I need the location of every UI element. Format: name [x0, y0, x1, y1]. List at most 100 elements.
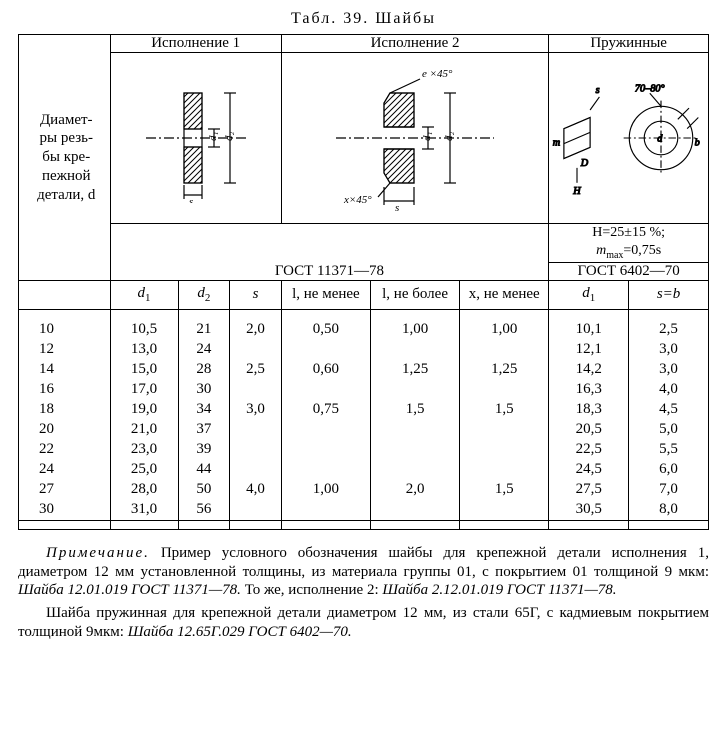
svg-text:H: H — [573, 186, 582, 197]
table-cell: 13,0 — [110, 340, 178, 360]
sp0 — [19, 309, 111, 320]
table-cell — [230, 340, 282, 360]
sp-bot-1 — [110, 520, 178, 529]
svg-text:b: b — [695, 137, 700, 148]
svg-text:s: s — [395, 202, 399, 213]
sp-bot-6 — [460, 520, 549, 529]
table-cell: 25,0 — [110, 460, 178, 480]
sp4 — [281, 309, 370, 320]
table-cell — [281, 460, 370, 480]
table-cell: 21,0 — [110, 420, 178, 440]
col-d2-sub: 2 — [205, 292, 211, 304]
spacer-row — [19, 309, 709, 320]
col-s-text: s — [253, 286, 259, 302]
table-cell: 3,0 — [230, 400, 282, 420]
sp7 — [549, 309, 629, 320]
svg-text:70–80°: 70–80° — [635, 83, 665, 94]
table-cell: 27 — [19, 480, 111, 500]
sp-bot-2 — [178, 520, 230, 529]
table-cell: 10,5 — [110, 320, 178, 340]
col-d2-d: d — [197, 285, 205, 301]
footnotes: Примечание. Пример условного обозначения… — [18, 544, 709, 642]
table-cell: 1,25 — [370, 360, 459, 380]
table-cell: 28,0 — [110, 480, 178, 500]
washers-table: Диамет- ры резь- бы кре- пежной детали, … — [18, 34, 709, 530]
table-row: 3031,05630,58,0 — [19, 500, 709, 521]
table-cell: 2,0 — [230, 320, 282, 340]
svg-text:x×45°: x×45° — [343, 194, 372, 206]
table-cell: 6,0 — [629, 460, 709, 480]
table-cell: 24 — [178, 340, 230, 360]
table-cell — [230, 460, 282, 480]
table-cell — [370, 500, 459, 521]
col-exec2: Исполнение 2 — [281, 35, 549, 53]
table-cell: 3,0 — [629, 360, 709, 380]
table-cell: 20 — [19, 420, 111, 440]
table-cell: 16 — [19, 380, 111, 400]
sp2 — [178, 309, 230, 320]
table-cell — [370, 440, 459, 460]
table-row: 2425,04424,56,0 — [19, 460, 709, 480]
table-cell — [230, 500, 282, 521]
table-cell: 15,0 — [110, 360, 178, 380]
foot1-ital-b: Шайба 2.12.01.019 ГОСТ 11371—78. — [382, 582, 616, 598]
col-lmin: l, не менее — [281, 280, 370, 309]
sp-bot-3 — [230, 520, 282, 529]
hnote2-suffix: =0,75s — [623, 243, 661, 258]
footnote-2: Шайба пружинная для крепежной детали диа… — [18, 604, 709, 642]
col-lmax-text: l, не более — [382, 286, 448, 302]
table-cell — [230, 380, 282, 400]
table-cell: 4,0 — [629, 380, 709, 400]
foot2-body: Шайба пружинная для крепежной детали диа… — [18, 605, 709, 640]
table-row: 1617,030 16,34,0 — [19, 380, 709, 400]
col-sd1: d1 — [549, 280, 629, 309]
table-cell: 2,0 — [370, 480, 459, 500]
foot2-ital: Шайба 12.65Г.029 ГОСТ 6402—70. — [128, 624, 352, 640]
table-cell: 1,5 — [370, 400, 459, 420]
table-cell: 2,5 — [230, 360, 282, 380]
table-cell: 17,0 — [110, 380, 178, 400]
table-cell: 12,1 — [549, 340, 629, 360]
table-cell: 30 — [178, 380, 230, 400]
exec2-svg: e ×45° x×45° d₁ d₂ s — [330, 63, 500, 213]
table-cell: 22 — [19, 440, 111, 460]
table-cell — [460, 420, 549, 440]
col-sd1-sub: 1 — [590, 292, 596, 304]
col-d1-d: d — [138, 285, 146, 301]
table-cell: 16,3 — [549, 380, 629, 400]
sp-bot-4 — [281, 520, 370, 529]
table-cell — [281, 420, 370, 440]
table-cell — [370, 460, 459, 480]
table-cell: 30 — [19, 500, 111, 521]
table-cell: 56 — [178, 500, 230, 521]
hnote-cell: H=25±15 %; mmax=0,75s — [549, 224, 709, 263]
col-lmin-text: l, не менее — [292, 286, 360, 302]
table-cell: 5,0 — [629, 420, 709, 440]
table-cell: 37 — [178, 420, 230, 440]
table-cell: 0,50 — [281, 320, 370, 340]
table-cell: 31,0 — [110, 500, 178, 521]
foot1-lead: Примечание. — [46, 545, 150, 561]
gost2-text: ГОСТ 6402—70 — [578, 263, 680, 279]
col-sd1-d: d — [582, 285, 590, 301]
col-sb: s=b — [629, 280, 709, 309]
col-exec1: Исполнение 1 — [110, 35, 281, 53]
foot1-ital-a: Шайба 12.01.019 ГОСТ 11371—78. — [18, 582, 241, 598]
col-d2: d2 — [178, 280, 230, 309]
table-row: 2728,0504,01,002,01,527,57,0 — [19, 480, 709, 500]
table-title: Табл. 39. Шайбы — [18, 10, 709, 28]
table-cell: 3,0 — [629, 340, 709, 360]
hnote2-prefix: m — [596, 243, 606, 258]
sp-bot-5 — [370, 520, 459, 529]
table-cell: 1,25 — [460, 360, 549, 380]
col-xmin: x, не менее — [460, 280, 549, 309]
title-text: Табл. 39. Шайбы — [291, 10, 436, 27]
page: Табл. 39. Шайбы Диамет- ры резь- бы кре-… — [0, 0, 727, 660]
col-d1-sub: 1 — [145, 292, 151, 304]
drawing-exec2: e ×45° x×45° d₁ d₂ s — [281, 53, 549, 224]
table-cell — [370, 420, 459, 440]
table-cell — [281, 440, 370, 460]
table-cell: 20,5 — [549, 420, 629, 440]
table-cell: 23,0 — [110, 440, 178, 460]
table-cell: 8,0 — [629, 500, 709, 521]
